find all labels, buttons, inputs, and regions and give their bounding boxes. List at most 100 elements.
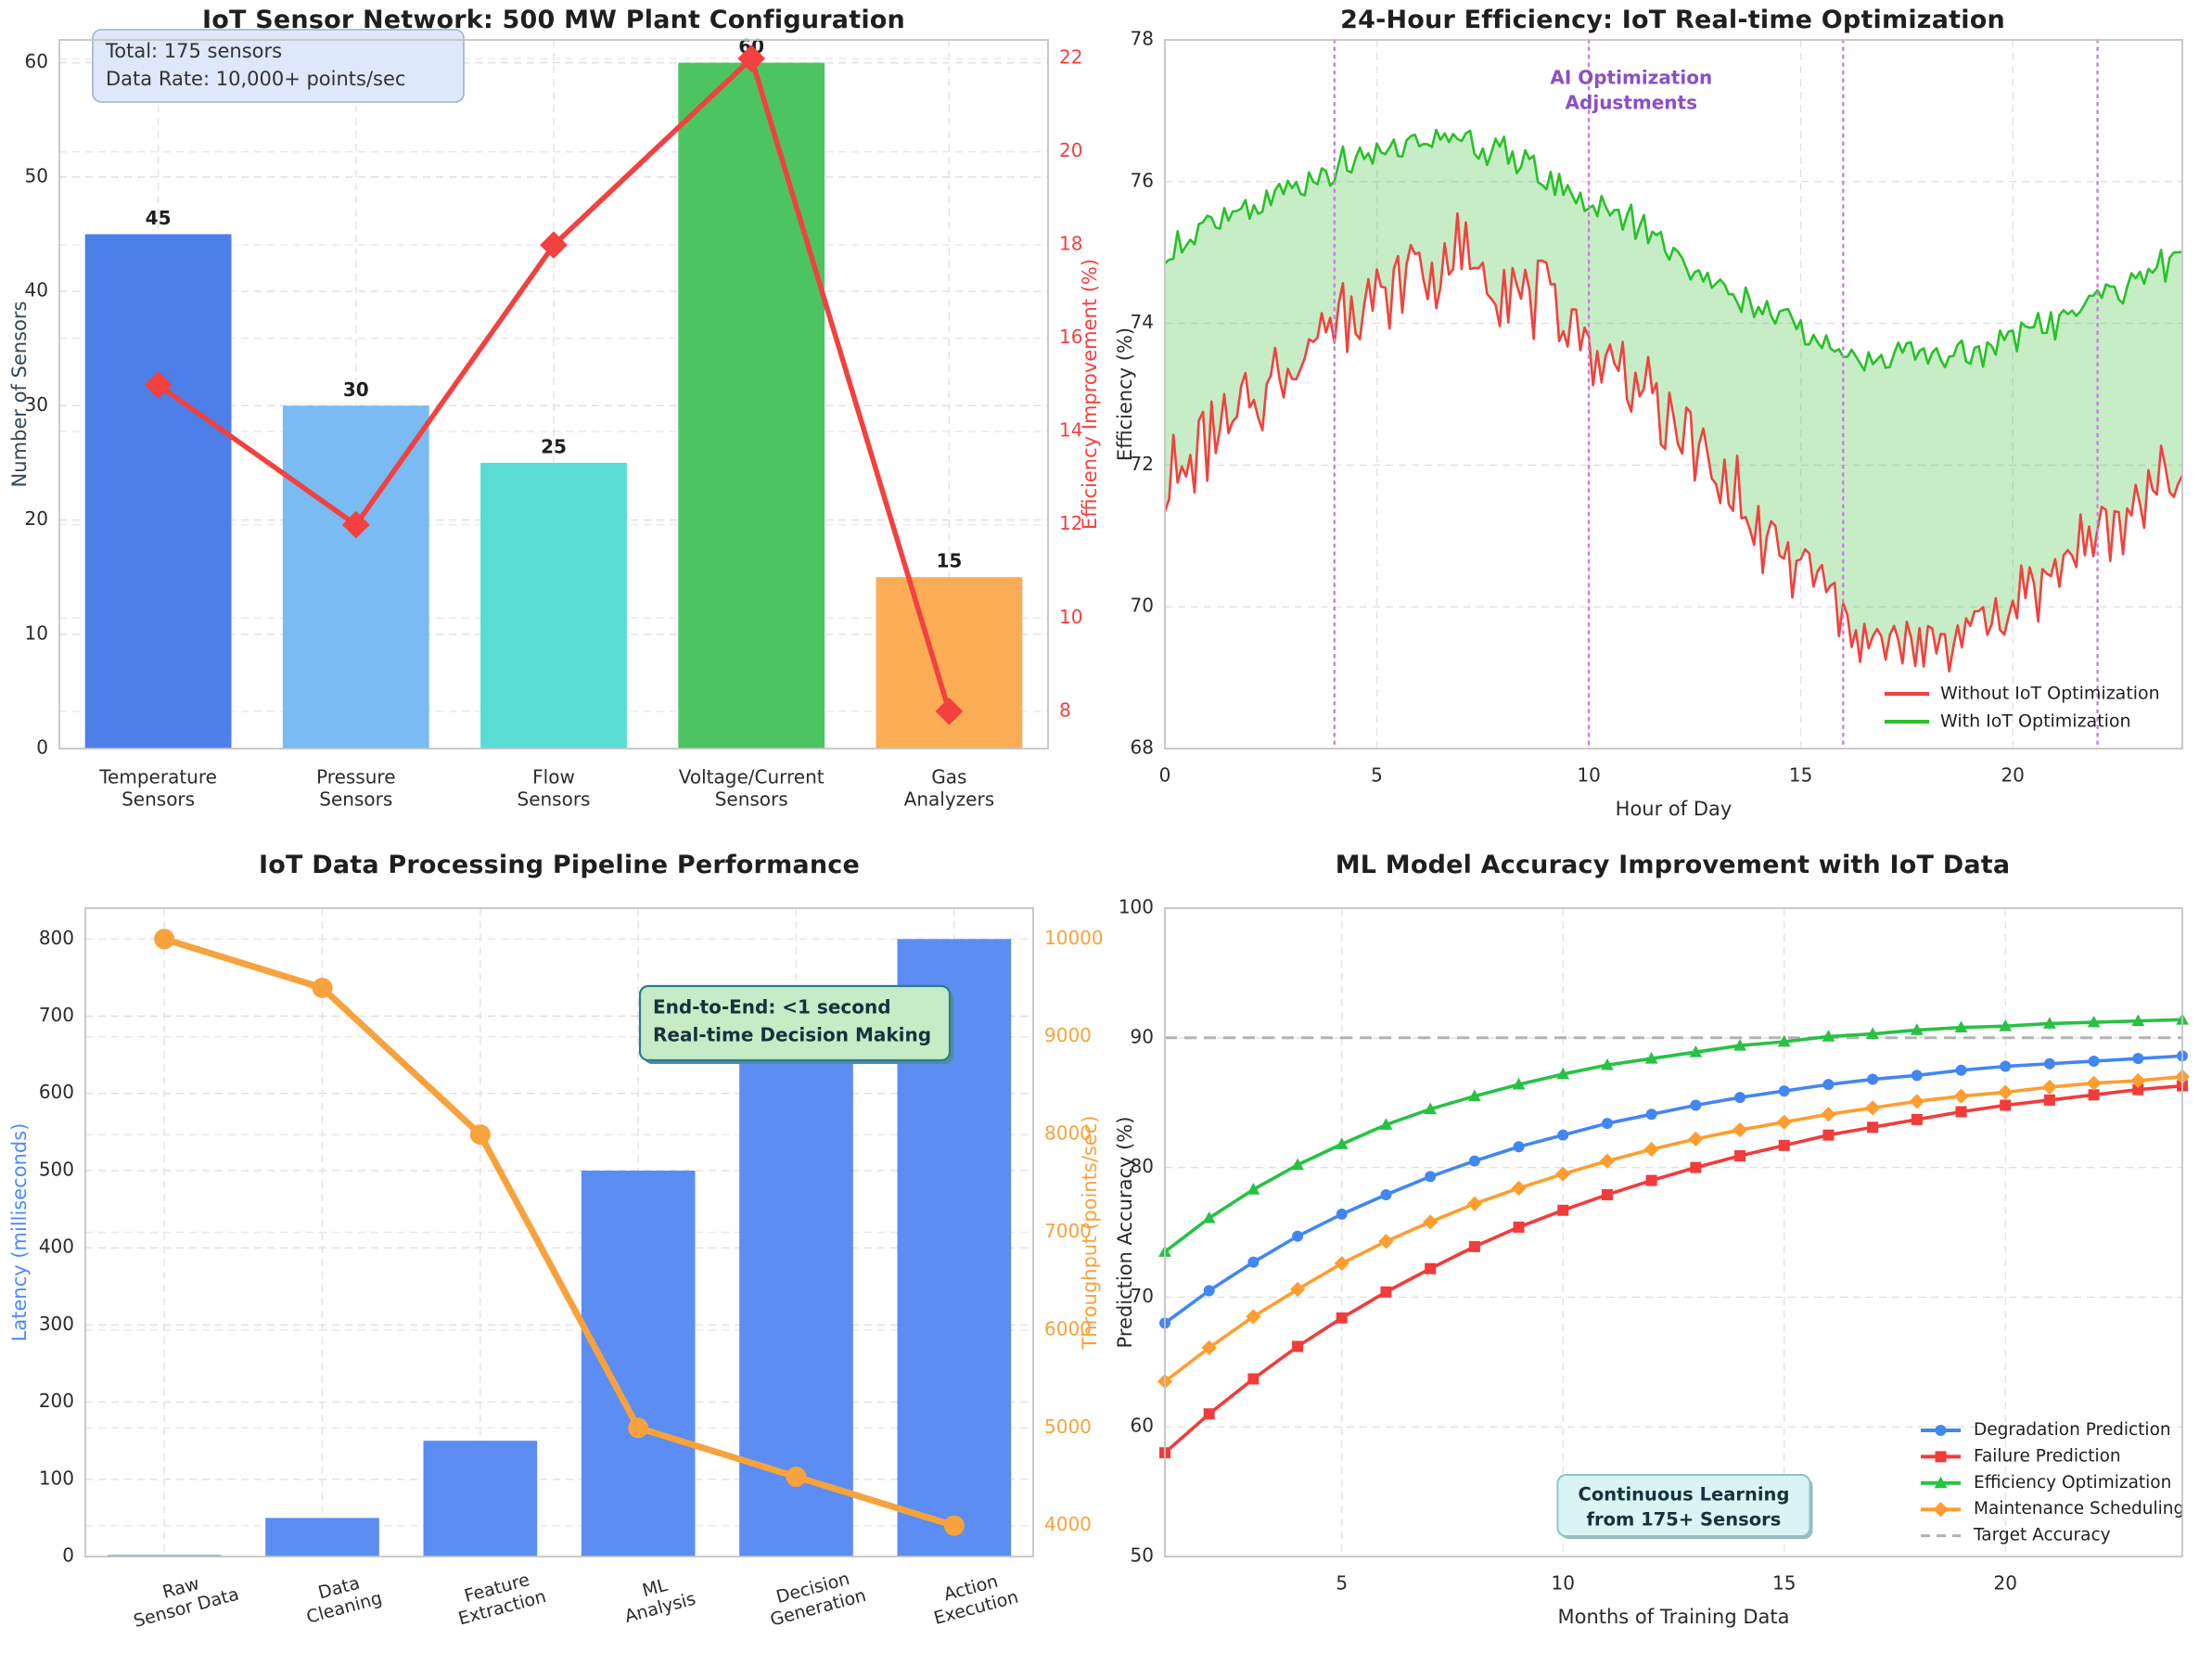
- annotation-box: End-to-End: <1 second Real-time Decision …: [638, 984, 953, 1064]
- annotation-box: Continuous Learning from 175+ Sensors: [1556, 1474, 1813, 1539]
- circle-marker: [1203, 1285, 1215, 1297]
- triangle-marker: [2131, 1014, 2145, 1027]
- annotation-bg: [638, 984, 952, 1062]
- panel-pipeline: IoT Data Processing Pipeline Performance…: [0, 826, 1106, 1653]
- y-tick-right: 4000: [1044, 1513, 1092, 1535]
- x-tick: 20: [2001, 764, 2024, 787]
- plot-frame: [58, 39, 1049, 750]
- y-tick-left: 300: [39, 1313, 74, 1335]
- y-axis-label-right: Throughput (points/sec): [1079, 1115, 1101, 1350]
- diamond-marker: [1732, 1121, 1748, 1138]
- plot-frame: [1164, 907, 2183, 1557]
- y-tick: 90: [1131, 1025, 1154, 1047]
- y-axis-label-left: Latency (milliseconds): [8, 1123, 31, 1342]
- x-tick-label: Sensors: [121, 788, 195, 811]
- diamond-marker: [1555, 1166, 1571, 1182]
- square-marker: [1601, 1188, 1613, 1200]
- diamond-marker: [1246, 1309, 1261, 1325]
- x-tick-label: RawSensor Data: [126, 1564, 241, 1632]
- y-tick-left: 30: [25, 393, 48, 416]
- x-tick: 5: [1336, 1572, 1348, 1595]
- circle-marker: [786, 1466, 807, 1487]
- x-tick-label: Gas: [931, 766, 966, 788]
- triangle-marker: [1866, 1027, 1880, 1040]
- y-tick-right: 12: [1059, 512, 1082, 534]
- x-tick-label: Voltage/Current: [679, 766, 825, 788]
- square-marker: [1645, 1174, 1657, 1186]
- diamond-marker: [1378, 1234, 1394, 1249]
- legend-marker: [1935, 1451, 1947, 1463]
- square-marker: [1911, 1113, 1923, 1125]
- efficiency-24h-chart: AI Optimization Adjustments Without IoT Op…: [1114, 28, 2184, 820]
- circle-marker: [1690, 1099, 1702, 1111]
- efficiency-optimization-line: [1163, 1018, 2183, 1253]
- diamond-marker: [1998, 1084, 2014, 1100]
- annotation-text: Adjustments: [1566, 92, 1697, 114]
- triangle-marker: [1644, 1051, 1658, 1064]
- x-tick-label: Flow: [532, 766, 575, 788]
- bar-feature-extraction: [423, 1441, 538, 1557]
- x-tick: 10: [1552, 1572, 1575, 1595]
- x-tick-label: FeatureExtraction: [451, 1566, 548, 1629]
- annotation-bg: [1556, 1474, 1811, 1537]
- efficiency-improvement-markers: [144, 45, 964, 725]
- y-tick: 68: [1131, 737, 1154, 759]
- y-tick: 74: [1131, 311, 1154, 333]
- circle-marker: [2000, 1060, 2012, 1072]
- y-tick: 72: [1131, 453, 1154, 475]
- triangle-marker: [2043, 1017, 2056, 1029]
- diamond-marker: [2086, 1075, 2102, 1091]
- y-tick: 100: [1119, 896, 1154, 918]
- y-tick-left: 10: [25, 621, 48, 644]
- y-tick-right: 6000: [1044, 1317, 1092, 1339]
- diamond-marker: [1334, 1255, 1349, 1272]
- panel-sensor-network: IoT Sensor Network: 500 MW Plant Configu…: [0, 0, 1106, 826]
- triangle-marker: [1291, 1158, 1304, 1171]
- triangle-marker: [1733, 1038, 1746, 1051]
- plot-frame: [84, 907, 1034, 1557]
- diamond-marker: [144, 371, 173, 399]
- bars: [84, 62, 1023, 750]
- x-tick-label: MLAnalysis: [617, 1569, 697, 1627]
- legend: Degradation Prediction Failure Prediction…: [1921, 1420, 2184, 1545]
- x-tick-label: Analyzers: [904, 788, 994, 811]
- square-marker: [1247, 1373, 1259, 1385]
- circle-marker: [1247, 1256, 1259, 1268]
- y-tick-right: 18: [1059, 233, 1082, 255]
- bar-data-cleaning: [265, 1518, 379, 1557]
- y-tick-left: 600: [39, 1081, 74, 1103]
- maintenance-scheduling-markers: [1157, 1069, 2191, 1390]
- circle-marker: [943, 1515, 965, 1536]
- y-tick-right: 9000: [1044, 1024, 1092, 1046]
- throughput-points-sec-markers: [154, 929, 965, 1536]
- bar-pressure-sensors: [282, 405, 429, 749]
- square-marker: [2088, 1089, 2100, 1101]
- triangle-marker: [1601, 1057, 1614, 1070]
- y-tick-left: 50: [25, 164, 48, 186]
- circle-marker: [1734, 1092, 1746, 1104]
- y-tick: 76: [1131, 169, 1154, 191]
- degradation-prediction-markers: [1159, 1050, 2188, 1329]
- legend-marker: [1933, 1502, 1949, 1518]
- y-tick-right: 8: [1059, 698, 1071, 721]
- x-axis-label: Hour of Day: [1616, 798, 1733, 820]
- annotation-text: Real-time Decision Making: [653, 1024, 931, 1046]
- y-tick-right: 10: [1059, 606, 1082, 628]
- x-tick-label: Sensors: [518, 788, 591, 811]
- diamond-marker: [1953, 1088, 1969, 1104]
- y-axis-label: Prediction Accuracy (%): [1114, 1117, 1136, 1349]
- square-marker: [1690, 1161, 1702, 1173]
- failure-prediction-markers: [1159, 1080, 2188, 1459]
- y-tick-right: 16: [1059, 326, 1082, 348]
- square-marker: [1734, 1150, 1746, 1162]
- x-tick: 5: [1371, 764, 1383, 787]
- diamond-marker: [1643, 1141, 1659, 1158]
- failure-prediction-line: [1163, 1083, 2183, 1454]
- x-tick-label: ActionExecution: [927, 1567, 1020, 1629]
- triangle-marker: [1467, 1089, 1481, 1102]
- ml-accuracy-title: ML Model Accuracy Improvement with IoT D…: [1335, 851, 2011, 879]
- legend-label: Without IoT Optimization: [1940, 684, 2160, 704]
- circle-marker: [1336, 1208, 1348, 1220]
- legend-label: With IoT Optimization: [1940, 711, 2131, 732]
- triangle-marker: [1424, 1102, 1438, 1115]
